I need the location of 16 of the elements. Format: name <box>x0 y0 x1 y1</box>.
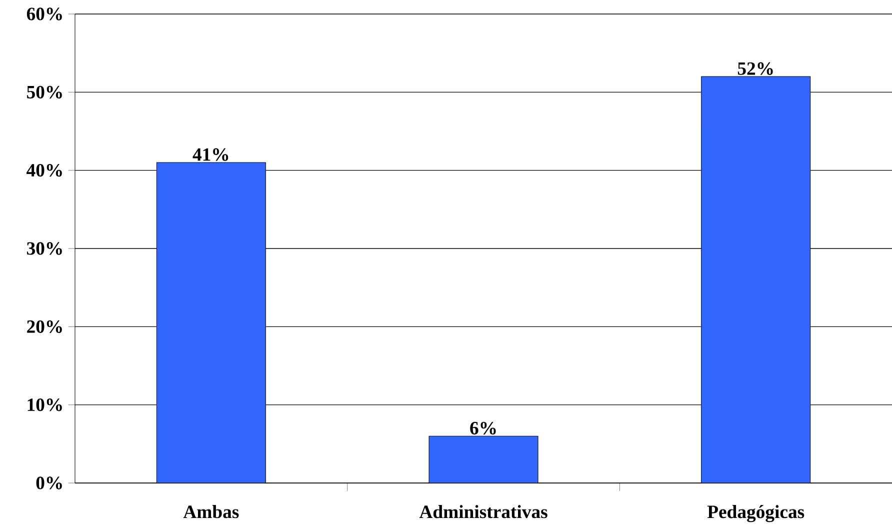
data-label: 41% <box>192 148 228 161</box>
bar <box>429 436 538 483</box>
data-label: 6% <box>470 422 496 435</box>
bar <box>701 76 811 483</box>
x-tick-label: Pedagógicas <box>707 505 804 522</box>
y-tick-label: 60% <box>26 8 62 20</box>
y-tick-label: 0% <box>36 476 62 490</box>
data-label: 52% <box>738 62 773 75</box>
x-tick-label: Ambas <box>183 505 239 518</box>
y-tick-label: 50% <box>27 86 62 99</box>
y-tick-label: 10% <box>28 398 62 412</box>
y-tick-label: 40% <box>26 164 62 177</box>
x-tick-label: Administrativas <box>419 505 548 518</box>
y-tick-label: 30% <box>27 242 62 255</box>
y-tick-label: 20% <box>27 320 62 334</box>
bar <box>156 162 266 483</box>
